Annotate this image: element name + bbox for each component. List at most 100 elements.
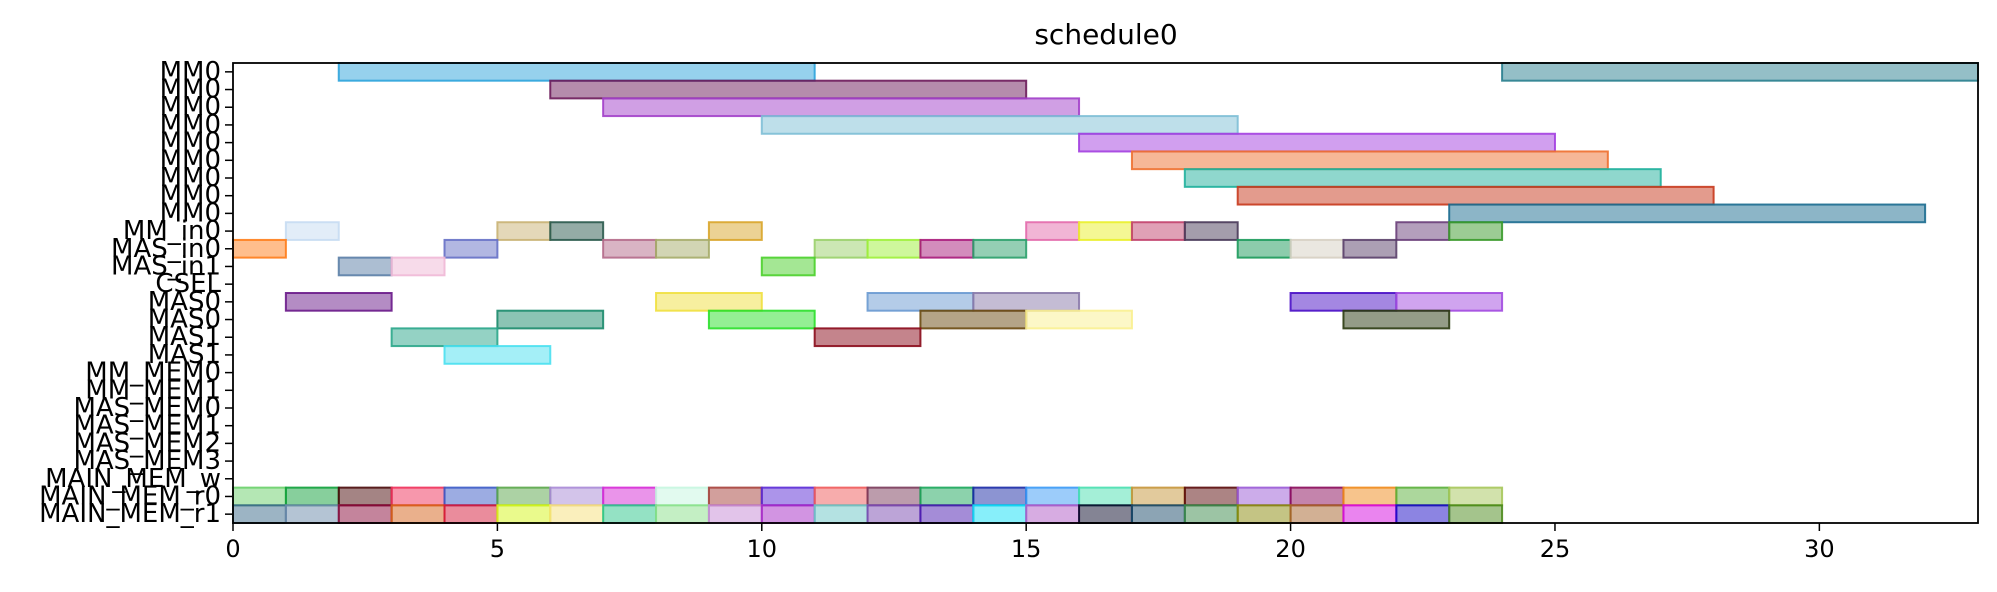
- x-tick-label: 25: [1540, 535, 1571, 563]
- task-bar: [1078, 221, 1133, 241]
- task-bar: [390, 504, 446, 524]
- x-tick-label: 30: [1804, 535, 1835, 563]
- plot-frame: [232, 62, 1979, 524]
- row-label: MAIN_MEM_r0: [39, 481, 221, 511]
- task-bar: [919, 309, 1028, 330]
- task-bar: [1448, 203, 1927, 224]
- task-bar: [1130, 486, 1186, 507]
- task-bar: [284, 221, 340, 241]
- x-tick-label: 20: [1275, 535, 1306, 563]
- task-bar: [1078, 504, 1133, 524]
- task-bar: [496, 504, 552, 524]
- task-bar: [284, 504, 340, 524]
- task-bar: [549, 221, 605, 241]
- task-bar: [972, 486, 1028, 507]
- row-label: MAS_MEM0: [73, 393, 221, 423]
- row-label: MAIN_MEM_r1: [39, 499, 221, 529]
- row-label: MM0: [160, 110, 221, 140]
- task-bar: [1448, 504, 1504, 524]
- row-label: MM0: [160, 128, 221, 158]
- task-bar: [866, 486, 922, 507]
- task-bar: [232, 486, 287, 507]
- row-label: MM0: [160, 92, 221, 122]
- task-bar: [1183, 486, 1239, 507]
- task-bar: [1448, 486, 1504, 507]
- task-bar: [655, 486, 710, 507]
- task-bar: [1078, 486, 1133, 507]
- task-bar: [337, 256, 393, 277]
- task-bar: [655, 504, 710, 524]
- task-bar: [1025, 504, 1081, 524]
- x-tick-label: 15: [1011, 535, 1042, 563]
- task-bar: [707, 221, 763, 241]
- x-tick-label: 0: [225, 535, 240, 563]
- task-bar: [496, 309, 605, 330]
- task-bar: [760, 256, 816, 277]
- task-bar: [1236, 504, 1292, 524]
- task-bar: [232, 504, 287, 524]
- task-bar: [1183, 504, 1239, 524]
- row-label: MAS_in1: [111, 251, 221, 281]
- task-bar: [1183, 221, 1239, 241]
- row-labels: MM0MM0MM0MM0MM0MM0MM0MM0MM0MM_in0MAS_in0…: [39, 57, 233, 529]
- task-bar: [496, 486, 552, 507]
- task-bar: [443, 345, 552, 365]
- task-bar: [1236, 238, 1292, 259]
- row-label: MM0: [160, 145, 221, 175]
- task-bar: [760, 504, 816, 524]
- task-bar: [284, 292, 393, 312]
- task-bar: [496, 221, 552, 241]
- task-bar: [390, 486, 446, 507]
- row-label: MAS0: [148, 287, 221, 317]
- task-bar: [655, 292, 763, 312]
- row-label: MAIN_MEM_w: [45, 464, 221, 494]
- task-bar: [813, 238, 869, 259]
- task-bar: [1289, 292, 1398, 312]
- chart-title: schedule0: [1034, 18, 1177, 51]
- task-bar: [232, 238, 287, 259]
- x-tick-label: 5: [490, 535, 505, 563]
- task-bar: [1342, 486, 1398, 507]
- task-bar: [972, 238, 1028, 259]
- row-label: MAS1: [148, 340, 221, 370]
- row-label: MM0: [160, 57, 221, 87]
- task-bar: [813, 486, 869, 507]
- task-bar: [443, 504, 499, 524]
- task-bar: [443, 238, 499, 259]
- row-label: MAS_MEM2: [73, 428, 221, 458]
- task-bar: [1025, 309, 1133, 330]
- task-bar: [1236, 486, 1292, 507]
- task-bar: [602, 238, 658, 259]
- task-bar: [337, 486, 393, 507]
- row-label: MM0: [160, 163, 221, 193]
- task-bar: [1395, 486, 1451, 507]
- row-label: MAS_MEM3: [73, 446, 221, 476]
- task-bar: [1025, 486, 1081, 507]
- x-tick-label: 10: [747, 535, 778, 563]
- row-label: MAS_in0: [111, 234, 221, 264]
- task-bar: [337, 504, 393, 524]
- task-bar: [1289, 486, 1345, 507]
- task-bar: [1130, 504, 1186, 524]
- task-bar: [1448, 221, 1504, 241]
- task-bar: [1395, 292, 1504, 312]
- task-bar: [284, 486, 340, 507]
- row-label: MM0: [160, 181, 221, 211]
- task-bar: [707, 486, 763, 507]
- task-bar: [337, 62, 816, 82]
- task-bar: [602, 504, 658, 524]
- task-bar: [707, 504, 763, 524]
- task-bar: [1395, 221, 1451, 241]
- row-label: MAS0: [148, 305, 221, 335]
- task-bar: [655, 238, 710, 259]
- row-label: MAS_MEM1: [73, 411, 221, 441]
- task-bar: [813, 504, 869, 524]
- task-bar: [866, 238, 922, 259]
- row-label: MM0: [160, 75, 221, 105]
- task-bar: [919, 486, 975, 507]
- task-bar: [919, 238, 975, 259]
- task-bar: [972, 504, 1028, 524]
- task-bar: [972, 292, 1081, 312]
- task-bar: [549, 504, 605, 524]
